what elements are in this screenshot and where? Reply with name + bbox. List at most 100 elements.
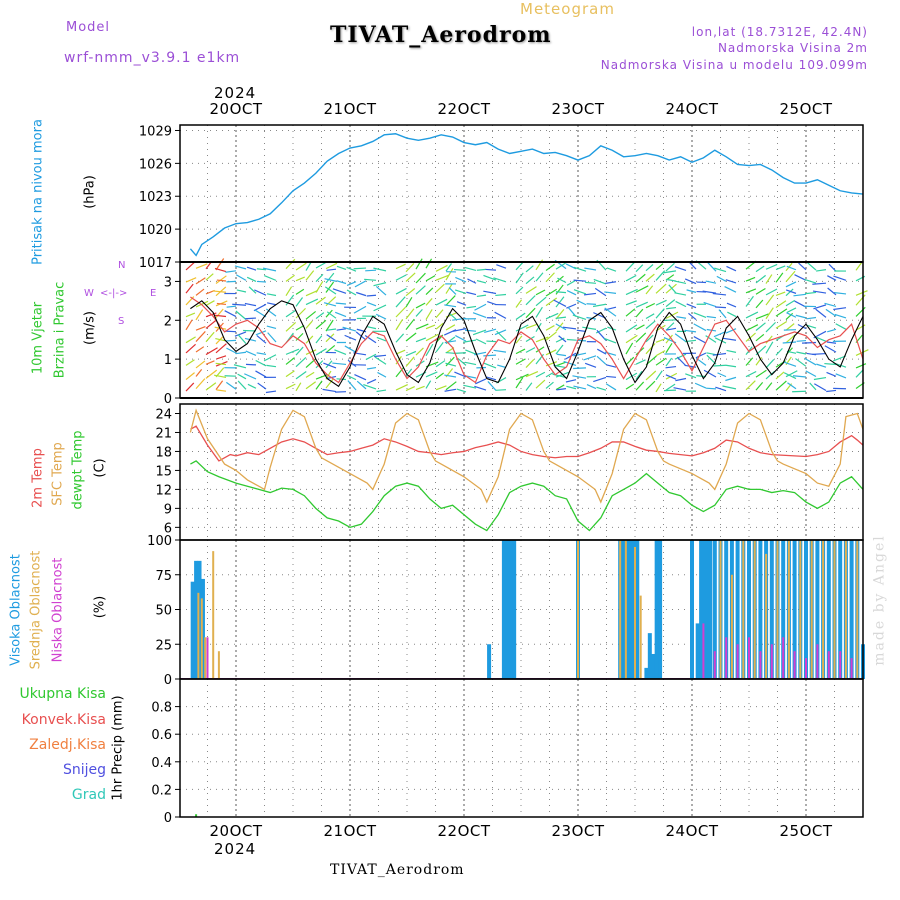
wind-arrow [453,268,467,271]
wind-arrow [702,290,717,294]
precip-unit: 1hr Precip (mm) [110,695,126,801]
wind-arrow [415,308,423,317]
wind-arrow [195,346,205,353]
wind-arrow [405,308,415,320]
wind-arrow [535,336,549,343]
cloud-high-bar [628,540,633,679]
wind-arrow [693,312,707,318]
y-tick-label: 75 [155,569,172,584]
wind-arrow [205,382,217,391]
wind-arrow [495,293,507,297]
wind-arrow [625,356,635,366]
wind-arrow [464,266,477,271]
wind-arrow [666,327,677,331]
y-tick-label: 6 [164,521,172,536]
wind-arrow [425,333,439,342]
wind-arrow [435,274,449,281]
wind-arrow [476,279,487,284]
wind-arrow [855,363,867,369]
wind-arrow [395,274,407,281]
wind-arrow [226,305,237,308]
wind-arrow [322,388,337,393]
wind-arrow [686,303,697,309]
top-year: 2024 [214,84,257,102]
wind-arrow [483,274,497,281]
wind-arrow [515,272,524,284]
wind-arrow [323,362,337,369]
wind-arrow [405,332,417,342]
wind-arrow [325,378,334,389]
wind-arrow [295,371,307,380]
wind-arrow [315,312,325,320]
meteogram-label: Meteogram [520,0,615,18]
wind-arrow [195,378,206,390]
wind-arrow [706,315,717,319]
wind-arrow [236,289,247,293]
wind-arrow [295,346,304,356]
wind-arrow [545,312,559,320]
wind-arrow [645,380,656,391]
wind-arrow [185,372,195,381]
wind-arrow [635,308,644,318]
wind-arrow [315,380,323,390]
wind-arrow [246,266,257,271]
wind-arrow [745,357,754,366]
wind-arrow [606,364,617,368]
cloud-high-bar [804,540,808,679]
y-tick-label: 1029 [139,124,172,139]
wind-arrow [185,277,197,283]
wind-arrow [673,280,687,285]
wind-arrow [755,369,767,378]
wind-arrow [472,329,487,336]
wind-arrow [726,302,737,308]
wind-arrow [515,286,524,295]
wind-arrow [775,371,785,380]
wind-arrow [625,342,634,355]
wind-arrow [377,371,387,378]
wind-arrow [515,261,524,271]
wind-arrow [558,335,567,343]
wind-arrow [717,372,727,378]
wind-arrow [725,328,737,334]
wind-arrow [373,282,387,287]
wind-arrow [515,348,526,355]
wind-arrow [606,375,617,378]
wind-arrow [765,274,773,284]
wind-arrow [456,388,467,393]
wind-arrow [809,382,817,391]
cloud-high-bar [849,540,854,679]
wind-arrow [755,333,765,342]
wind-arrow [373,267,387,272]
wind-arrow [765,263,778,270]
wind-arrow [515,299,523,308]
wind-arrow [545,288,558,297]
cloud-mid-bar [200,598,203,679]
cloud-mid-bar [810,540,813,679]
wind-arrow [363,383,377,390]
wind-arrow [305,320,313,329]
wind-arrow [464,361,477,366]
bottom-day-label: 25OCT [779,822,833,840]
wind-arrow [805,370,817,378]
wind-arrow [415,347,424,356]
wind-arrow [483,354,497,357]
wind-arrow [825,308,837,317]
wind-arrow [405,272,416,282]
compass-west: W [84,288,94,299]
wind-arrow [255,359,267,367]
wind-arrow [334,349,347,355]
wind-arrow [266,325,277,330]
wind-arrow [415,323,429,330]
wind-arrow [444,388,457,392]
wind-arrow [435,341,444,353]
wind-arrow [395,263,406,270]
wind-arrow [374,356,387,365]
wind-arrow [855,306,866,317]
wind-arrow [375,286,387,296]
wind-arrow [726,349,737,353]
wind-arrow [693,323,707,332]
wind-arrow [826,341,837,344]
wind-arrow [596,386,607,391]
wind-arrow [445,381,457,391]
y-tick-label: 0.2 [151,783,172,798]
